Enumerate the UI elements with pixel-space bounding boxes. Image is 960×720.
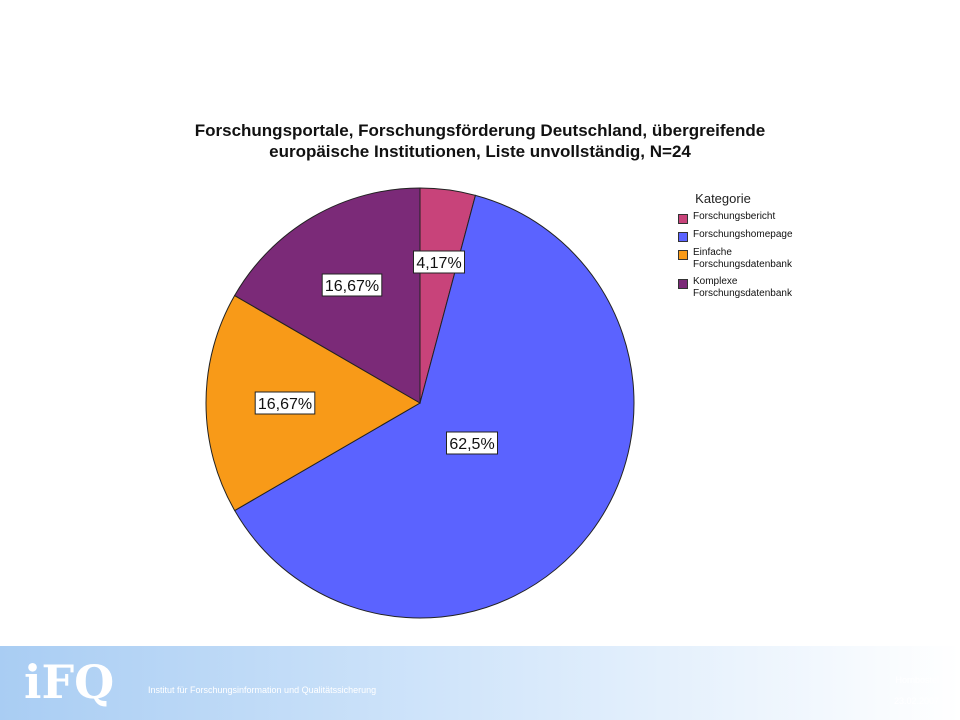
pie-label-2: 62,5% (446, 431, 498, 455)
chart-title-line-1: Forschungsportale, Forschungsförderung D… (194, 121, 766, 140)
legend-swatch (678, 250, 688, 260)
svg-text:62,5%: 62,5% (449, 436, 494, 453)
ifq-logo: iFQ (24, 655, 114, 709)
legend-item-3: Einfache Forschungsdatenbank (668, 247, 818, 271)
footer: iFQ Institut für Forschungsinformation u… (0, 646, 960, 720)
legend-swatch (678, 232, 688, 242)
pie-label-1: 4,17% (413, 250, 465, 274)
legend-item-4: Komplexe Forschungsdatenbank (668, 276, 818, 300)
institute-name: Institut für Forschungsinformation und Q… (148, 685, 377, 695)
pie-label-3: 16,67% (254, 391, 316, 415)
legend-label: Einfache Forschungsdatenbank (693, 247, 792, 270)
pie-label-4: 16,67% (321, 273, 383, 297)
pie-chart: 4,17% 62,5% 16,67% 16,67% (205, 187, 635, 619)
legend-item-1: Forschungsbericht (668, 211, 818, 224)
legend-item-2: Forschungshomepage (668, 229, 818, 242)
author: Hornbostel (895, 675, 939, 685)
pie-slice-2 (234, 194, 635, 619)
svg-text:4,17%: 4,17% (416, 255, 461, 272)
chart-title-line-2: europäische Institutionen, Liste unvolls… (269, 142, 691, 161)
svg-text:16,67%: 16,67% (325, 278, 379, 295)
legend-swatch (678, 279, 688, 289)
svg-text:16,67%: 16,67% (258, 396, 312, 413)
legend-label: Forschungshomepage (693, 229, 793, 240)
date: 23.02.2007 (893, 696, 939, 706)
legend-label: Forschungsbericht (693, 211, 776, 222)
chart-title: Forschungsportale, Forschungsförderung D… (150, 120, 810, 162)
legend-label: Komplexe Forschungsdatenbank (693, 276, 792, 299)
legend-title: Kategorie (695, 191, 751, 206)
legend-swatch (678, 214, 688, 224)
legend: Kategorie Forschungsbericht Forschungshom… (668, 191, 818, 305)
svg-text:iFQ: iFQ (24, 655, 114, 709)
